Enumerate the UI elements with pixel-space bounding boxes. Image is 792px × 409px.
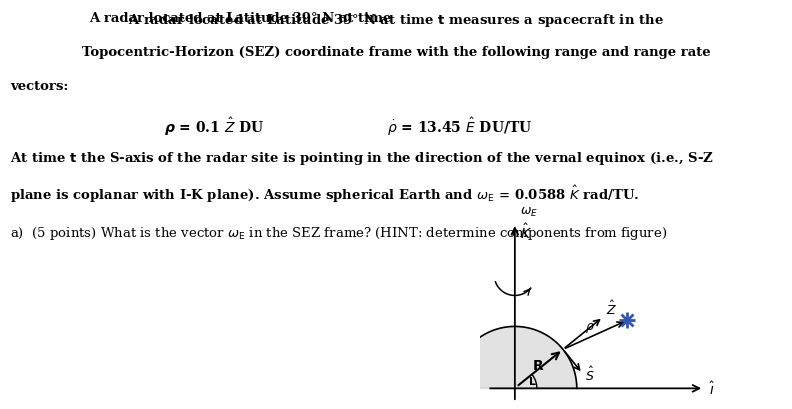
Text: A radar located at Latitude 39° N at time: A radar located at Latitude 39° N at tim… — [89, 12, 396, 25]
Text: $\hat{K}$: $\hat{K}$ — [520, 222, 531, 241]
Text: $\omega_E$: $\omega_E$ — [520, 205, 538, 218]
Text: At time $\mathbf{t}$ the S-axis of the radar site is pointing in the direction o: At time $\mathbf{t}$ the S-axis of the r… — [10, 150, 714, 167]
Text: vectors:: vectors: — [10, 80, 69, 93]
Text: $\rho$: $\rho$ — [584, 321, 595, 335]
Text: R: R — [533, 357, 544, 372]
Text: Topocentric-Horizon (SEZ) coordinate frame with the following range and range ra: Topocentric-Horizon (SEZ) coordinate fra… — [82, 46, 710, 59]
Text: $\boldsymbol{\dot{\rho}}$ = 13.45 $\hat{E}$ DU/TU: $\boldsymbol{\dot{\rho}}$ = 13.45 $\hat{… — [386, 116, 532, 138]
Text: $\hat{S}$: $\hat{S}$ — [584, 365, 594, 383]
Text: $\hat{Z}$: $\hat{Z}$ — [606, 299, 617, 317]
Text: $\boldsymbol{\rho}$ = 0.1 $\hat{Z}$ DU: $\boldsymbol{\rho}$ = 0.1 $\hat{Z}$ DU — [164, 116, 264, 138]
Text: a)  (5 points) What is the vector $\omega_\mathrm{E}$ in the SEZ frame? (HINT: d: a) (5 points) What is the vector $\omega… — [10, 225, 668, 241]
Polygon shape — [453, 327, 577, 389]
Text: $\hat{\imath}$: $\hat{\imath}$ — [709, 380, 715, 397]
Text: L: L — [528, 376, 535, 386]
Text: A radar located at Latitude 39° N at time $\mathbf{t}$ measures a spacecraft in : A radar located at Latitude 39° N at tim… — [128, 12, 664, 29]
Text: plane is coplanar with I-K plane). Assume spherical Earth and $\omega_\mathrm{E}: plane is coplanar with I-K plane). Assum… — [10, 184, 640, 205]
